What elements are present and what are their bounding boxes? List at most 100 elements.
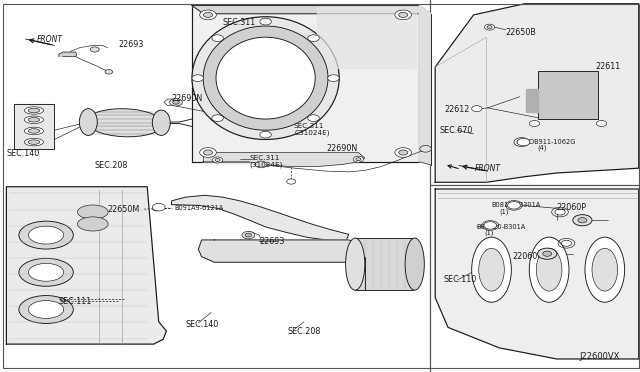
Ellipse shape [346, 238, 365, 290]
Text: 22650B: 22650B [506, 28, 536, 37]
Circle shape [484, 24, 495, 30]
Bar [538, 71, 598, 119]
Ellipse shape [405, 238, 424, 290]
Text: 22060P: 22060P [557, 203, 587, 212]
Circle shape [200, 148, 216, 157]
Ellipse shape [472, 237, 511, 302]
Polygon shape [14, 104, 54, 149]
Ellipse shape [79, 109, 97, 135]
Circle shape [152, 203, 165, 211]
Circle shape [212, 115, 223, 121]
Text: 22060P: 22060P [512, 252, 542, 261]
Circle shape [538, 248, 557, 259]
Circle shape [573, 215, 592, 226]
Text: FRONT: FRONT [475, 164, 501, 173]
Circle shape [517, 140, 526, 145]
Text: C31024E): C31024E) [294, 130, 330, 137]
Ellipse shape [28, 140, 40, 144]
Text: SEC.311: SEC.311 [250, 155, 280, 161]
Ellipse shape [529, 237, 569, 302]
Circle shape [484, 222, 497, 229]
Text: SEC.311: SEC.311 [293, 124, 323, 129]
Circle shape [287, 179, 296, 184]
Circle shape [200, 10, 216, 20]
Ellipse shape [24, 107, 44, 114]
Text: (1): (1) [499, 208, 509, 215]
Circle shape [105, 70, 113, 74]
Text: N: N [522, 140, 525, 145]
Ellipse shape [86, 109, 163, 137]
Polygon shape [204, 153, 365, 167]
Ellipse shape [28, 129, 40, 133]
Text: SEC.111: SEC.111 [59, 297, 92, 306]
Text: SEC.110: SEC.110 [444, 275, 477, 284]
Circle shape [255, 161, 267, 168]
Ellipse shape [24, 138, 44, 146]
Ellipse shape [19, 258, 73, 286]
Circle shape [517, 138, 530, 146]
Circle shape [245, 233, 252, 237]
Circle shape [485, 222, 495, 228]
Ellipse shape [479, 248, 504, 291]
Circle shape [212, 35, 223, 42]
Text: B091A9-6121A: B091A9-6121A [174, 205, 223, 211]
Text: 22693: 22693 [118, 40, 144, 49]
Ellipse shape [28, 118, 40, 122]
Polygon shape [435, 189, 639, 359]
Ellipse shape [28, 108, 40, 113]
Text: SEC.670: SEC.670 [439, 126, 472, 135]
Text: SEC.208: SEC.208 [288, 327, 321, 336]
Polygon shape [435, 4, 639, 182]
Circle shape [173, 100, 179, 104]
Circle shape [242, 231, 255, 239]
Circle shape [395, 148, 412, 157]
Polygon shape [59, 52, 77, 57]
Circle shape [561, 240, 572, 246]
Circle shape [192, 75, 204, 81]
Circle shape [508, 202, 520, 209]
Circle shape [260, 18, 271, 25]
Circle shape [356, 158, 361, 161]
Circle shape [399, 12, 408, 17]
Text: B: B [512, 203, 516, 208]
Text: 22650M: 22650M [108, 205, 140, 214]
Circle shape [152, 206, 161, 211]
Circle shape [399, 150, 408, 155]
Ellipse shape [77, 205, 108, 219]
Text: 22690N: 22690N [172, 94, 203, 103]
Ellipse shape [192, 17, 339, 140]
Ellipse shape [28, 226, 64, 244]
Circle shape [353, 156, 364, 162]
Text: B: B [488, 223, 492, 228]
Circle shape [308, 115, 319, 121]
Circle shape [555, 209, 565, 215]
Circle shape [204, 150, 212, 155]
Ellipse shape [19, 295, 73, 323]
Circle shape [529, 121, 540, 126]
Text: B: B [157, 205, 161, 210]
Text: (31024E): (31024E) [250, 161, 283, 168]
Text: SEC.208: SEC.208 [95, 161, 128, 170]
Text: (4): (4) [538, 145, 547, 151]
Text: 22611: 22611 [595, 62, 620, 71]
Text: 22612: 22612 [445, 105, 470, 114]
Bar [355, 238, 413, 290]
Text: 22693: 22693 [259, 237, 285, 246]
Ellipse shape [24, 116, 44, 124]
Circle shape [543, 251, 552, 256]
Text: SEC.140: SEC.140 [6, 149, 40, 158]
Circle shape [578, 218, 587, 223]
Circle shape [212, 157, 223, 163]
Circle shape [328, 75, 339, 81]
Polygon shape [192, 6, 419, 162]
Ellipse shape [216, 37, 315, 119]
Polygon shape [192, 6, 431, 14]
Circle shape [509, 202, 519, 208]
Circle shape [487, 26, 492, 29]
Circle shape [215, 158, 220, 161]
Circle shape [472, 106, 482, 112]
Circle shape [420, 145, 431, 152]
Polygon shape [317, 7, 416, 68]
Polygon shape [198, 240, 371, 262]
Text: (1): (1) [484, 230, 494, 236]
